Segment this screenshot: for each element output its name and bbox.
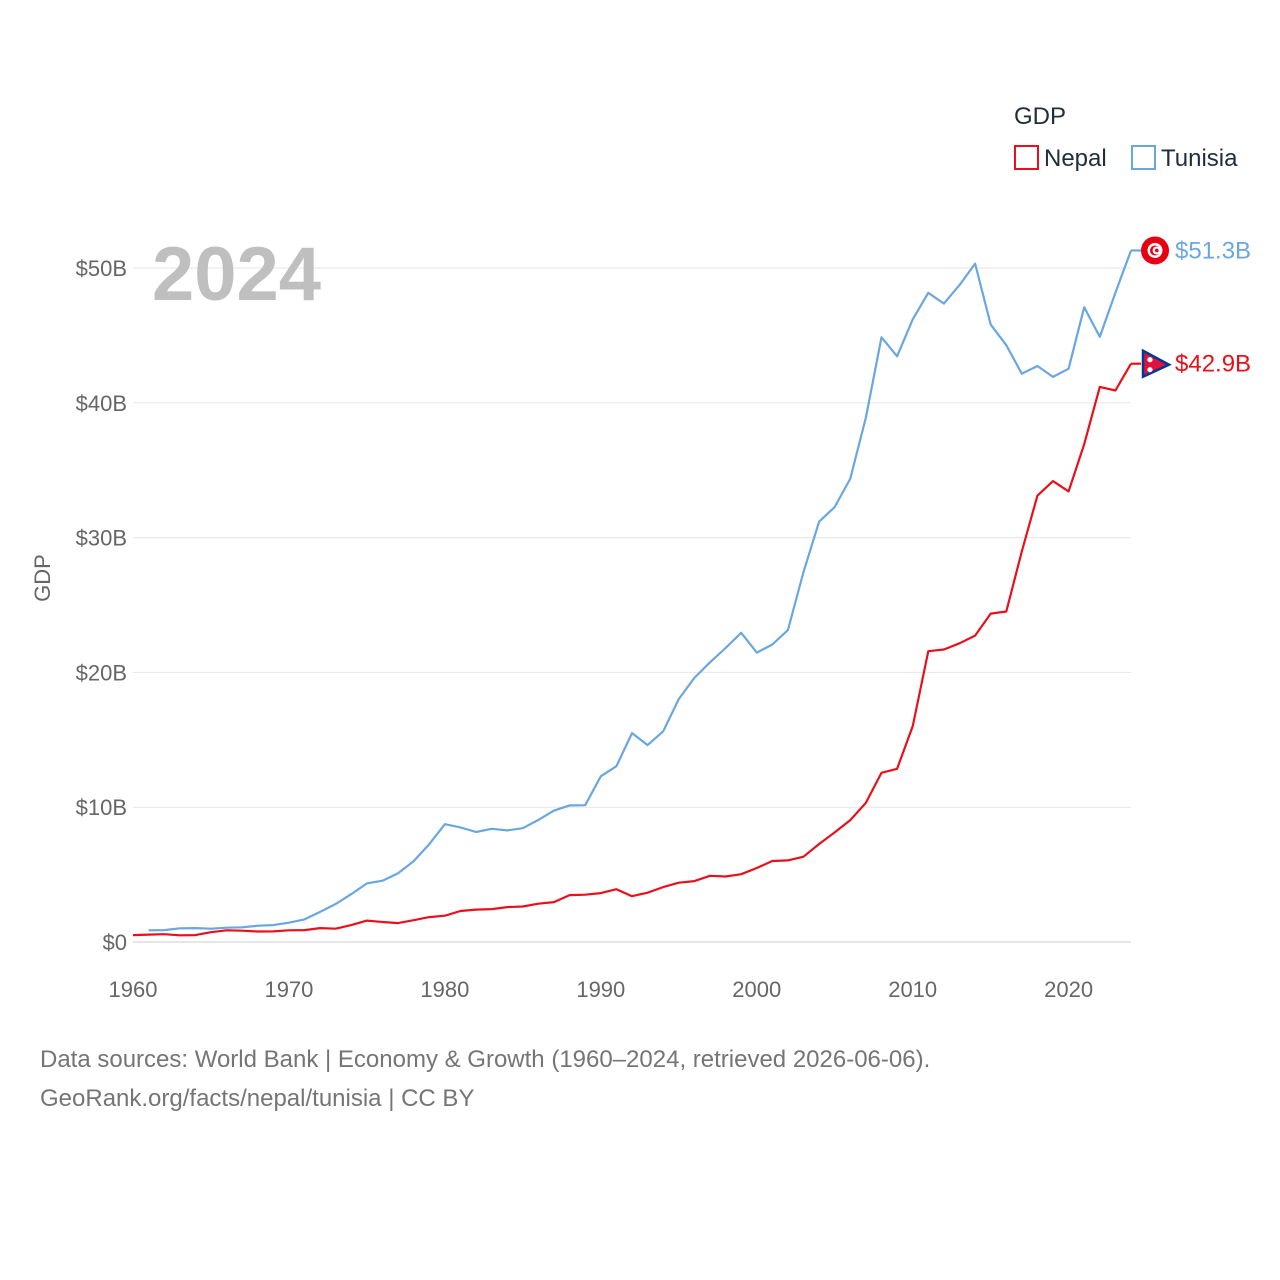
end-value-label-nepal: $42.9B [1175,351,1251,378]
x-tick-label: 1960 [109,977,158,1002]
y-tick-label: $30B [76,526,127,551]
gridlines [133,267,1131,943]
credit-text: GeoRank.org/facts/nepal/tunisia | CC BY [40,1085,475,1112]
current-year-label: 2024 [152,232,321,317]
x-tick-label: 2010 [888,977,937,1002]
y-axis-ticks: $0 $10B $20B $30B $40B $50B [76,256,127,955]
end-value-label-tunisia: $51.3B [1175,237,1251,264]
y-tick-label: $10B [76,795,127,820]
x-tick-label: 2000 [732,977,781,1002]
flag-moon [1147,357,1153,363]
y-tick-label: $0 [103,930,127,955]
legend-label-tunisia: Tunisia [1161,145,1238,172]
x-tick-label: 1990 [576,977,625,1002]
tunisia-flag-icon [1141,236,1169,265]
gdp-line-chart: $0 $10B $20B $30B $40B $50B 1960 1970 1980 1990 2… [30,103,1251,1002]
nepal-flag-icon [1141,348,1172,379]
series-line-tunisia[interactable] [148,250,1133,932]
flag-star [1155,248,1159,253]
flag-sun [1147,367,1153,373]
y-tick-label: $40B [76,391,127,416]
footer: Data sources: World Bank | Economy & Gro… [40,1040,1240,1118]
end-markers: $42.9B $51.3B [1131,236,1251,379]
x-tick-label: 1980 [420,977,469,1002]
legend-item-nepal[interactable]: Nepal [1014,145,1107,172]
legend-swatch-tunisia [1131,145,1156,170]
y-axis-label: GDP [30,554,55,602]
legend-item-tunisia[interactable]: Tunisia [1131,145,1238,172]
legend-swatch-nepal [1014,145,1039,170]
legend-label-nepal: Nepal [1044,145,1107,172]
x-tick-label: 2020 [1044,977,1093,1002]
data-sources-text: Data sources: World Bank | Economy & Gro… [40,1046,931,1073]
series-lines [132,250,1133,937]
x-axis-ticks: 1960 1970 1980 1990 2000 2010 2020 [109,977,1094,1002]
legend-title: GDP [1014,103,1066,130]
series-line-nepal[interactable] [132,363,1132,937]
x-tick-label: 1970 [264,977,313,1002]
y-tick-label: $50B [76,256,127,281]
y-tick-label: $20B [76,660,127,685]
legend: GDP Nepal Tunisia [1014,103,1238,172]
